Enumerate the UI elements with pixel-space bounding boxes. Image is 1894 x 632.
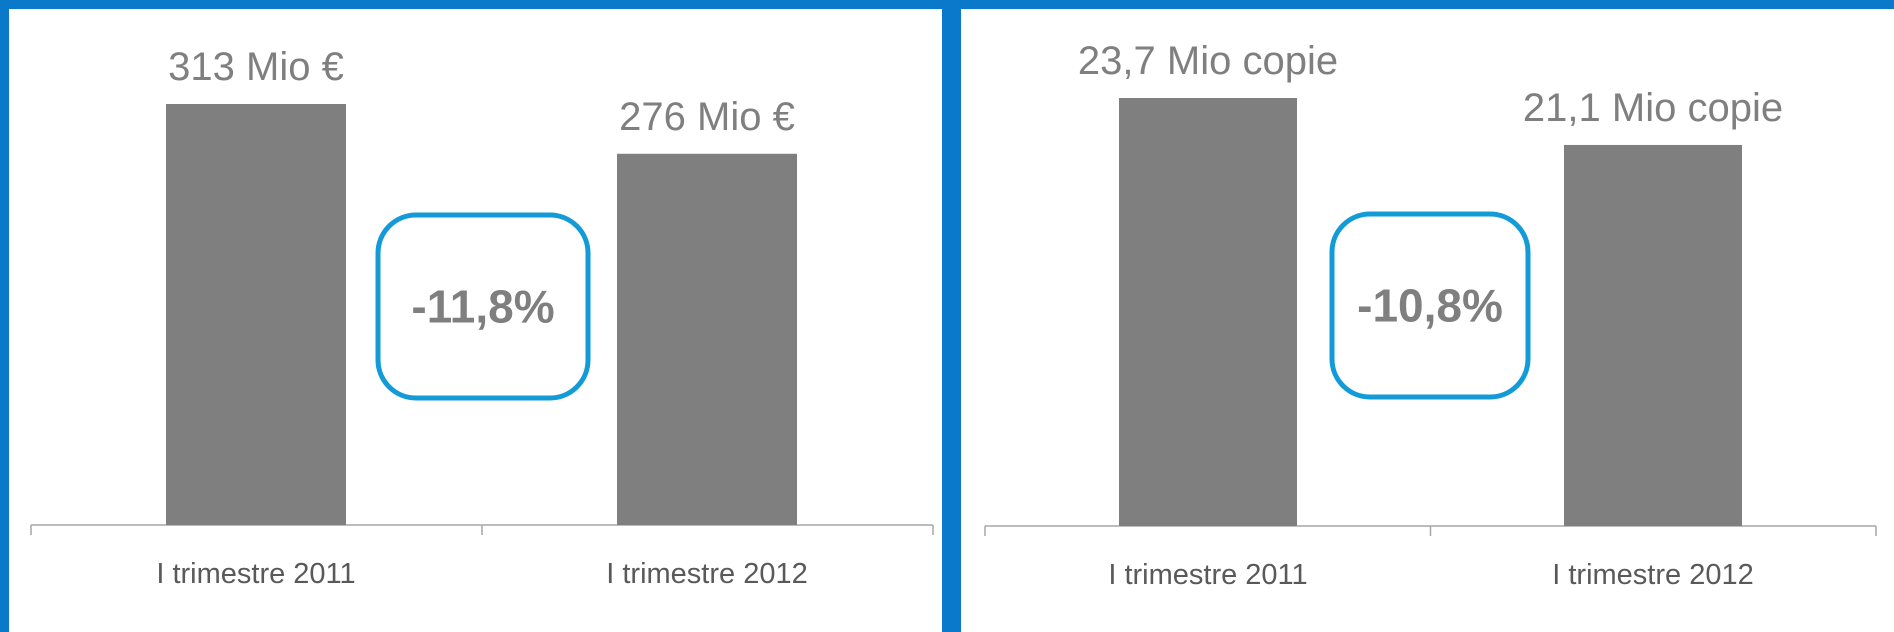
data-label-2: 21,1 Mio copie — [1523, 86, 1783, 130]
bar-2 — [1564, 144, 1742, 526]
bar-1 — [166, 104, 346, 525]
category-label-1: I trimestre 2011 — [156, 558, 355, 590]
bar-chart-revenue: 313 Mio € I trimestre 2011 276 Mio € I trim… — [30, 45, 934, 590]
data-label-2: 276 Mio € — [619, 95, 795, 139]
bar-chart-copies: 23,7 Mio copie I trimestre 2011 21,1 Mio c… — [984, 39, 1877, 591]
data-label-1: 23,7 Mio copie — [1078, 39, 1338, 83]
chart-panel-revenue: 313 Mio € I trimestre 2011 276 Mio € I trim… — [9, 9, 942, 632]
change-badge — [1329, 211, 1531, 400]
change-percentage: -11,8% — [411, 281, 554, 333]
data-label-1: 313 Mio € — [168, 45, 344, 89]
bar-1 — [1119, 98, 1297, 526]
change-percentage: -10,8% — [1357, 280, 1503, 332]
bar-2 — [617, 153, 797, 525]
category-label-1: I trimestre 2011 — [1108, 559, 1307, 591]
category-label-2: I trimestre 2012 — [1552, 559, 1753, 591]
change-badge — [375, 212, 591, 401]
chart-panel-copies: 23,7 Mio copie I trimestre 2011 21,1 Mio c… — [961, 9, 1894, 632]
category-label-2: I trimestre 2012 — [606, 558, 807, 590]
